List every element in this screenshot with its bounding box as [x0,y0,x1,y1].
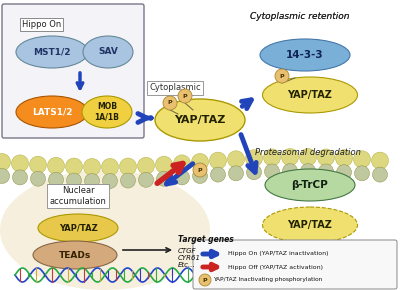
Circle shape [84,158,100,175]
Ellipse shape [260,39,350,71]
Circle shape [192,168,208,184]
Circle shape [354,166,370,181]
Ellipse shape [0,170,210,290]
Ellipse shape [262,77,358,113]
Text: YAP/TAZ: YAP/TAZ [288,220,332,230]
Circle shape [0,153,10,171]
Circle shape [174,155,190,172]
Ellipse shape [155,99,245,141]
Text: YAP/TAZ: YAP/TAZ [288,90,332,100]
Text: MST1/2: MST1/2 [33,48,71,57]
Circle shape [192,153,208,171]
Circle shape [0,168,10,184]
Circle shape [193,163,207,177]
Ellipse shape [16,96,88,128]
FancyBboxPatch shape [2,4,144,138]
Circle shape [30,171,46,186]
Text: CTGF
CYR61
Etc...: CTGF CYR61 Etc... [178,248,201,268]
Ellipse shape [83,36,133,68]
Circle shape [84,173,100,188]
Ellipse shape [265,169,355,201]
Text: P: P [280,73,284,79]
Circle shape [318,149,334,166]
Circle shape [336,150,352,167]
Text: 14-3-3: 14-3-3 [286,50,324,60]
Text: Hippo Off (YAP/TAZ activation): Hippo Off (YAP/TAZ activation) [228,264,323,269]
Text: Hippo On: Hippo On [22,20,61,29]
FancyBboxPatch shape [193,240,397,289]
Circle shape [210,152,226,169]
Text: P: P [198,168,202,173]
Text: Hippo On (YAP/TAZ inactivation): Hippo On (YAP/TAZ inactivation) [228,251,328,256]
Text: YAP/TAZ: YAP/TAZ [59,224,97,233]
Circle shape [138,157,154,174]
Circle shape [12,170,28,185]
Text: Target genes: Target genes [178,235,234,244]
Circle shape [300,148,316,166]
Text: P: P [168,101,172,106]
Ellipse shape [262,207,358,243]
Circle shape [318,164,334,179]
Text: β-TrCP: β-TrCP [292,180,328,190]
Text: SAV: SAV [98,48,118,57]
Text: TEADs: TEADs [59,251,91,260]
Circle shape [30,156,46,173]
Circle shape [372,167,388,182]
Circle shape [336,165,352,180]
Ellipse shape [16,36,88,68]
Circle shape [138,172,154,187]
Circle shape [300,164,316,179]
Text: P: P [203,278,207,282]
Text: P: P [183,93,187,99]
Circle shape [178,89,192,103]
Circle shape [210,167,226,182]
Circle shape [120,158,136,175]
Circle shape [275,69,289,83]
Circle shape [372,152,388,169]
Circle shape [282,148,298,166]
Circle shape [246,165,262,180]
Ellipse shape [33,241,117,269]
Circle shape [48,157,64,174]
Circle shape [66,173,82,188]
Text: Cytoplasmic retention: Cytoplasmic retention [250,12,350,21]
Circle shape [66,158,82,175]
Ellipse shape [82,96,132,128]
Circle shape [264,149,280,166]
Circle shape [246,150,262,167]
Text: Cytoplasmic: Cytoplasmic [149,84,201,93]
Circle shape [228,151,244,168]
Circle shape [174,170,190,185]
Text: Cytoplasmic retention: Cytoplasmic retention [250,12,350,21]
Circle shape [12,155,28,172]
Circle shape [102,173,118,188]
Circle shape [163,96,177,110]
Circle shape [156,156,172,173]
Ellipse shape [38,214,118,242]
Text: YAP/TAZ: YAP/TAZ [174,115,226,125]
Circle shape [264,164,280,179]
Circle shape [228,166,244,181]
Text: YAP/TAZ Inactivating phosphorylation: YAP/TAZ Inactivating phosphorylation [213,278,322,282]
Text: MOB
1A/1B: MOB 1A/1B [94,102,120,122]
Circle shape [120,173,136,188]
Circle shape [282,164,298,179]
Circle shape [156,171,172,186]
Circle shape [48,172,64,187]
Text: LATS1/2: LATS1/2 [32,108,72,117]
Text: Nuclear
accumulation: Nuclear accumulation [50,186,106,206]
Text: Proteasomal degradation: Proteasomal degradation [255,148,361,157]
Circle shape [102,158,118,175]
Circle shape [199,274,211,286]
Circle shape [354,151,370,168]
